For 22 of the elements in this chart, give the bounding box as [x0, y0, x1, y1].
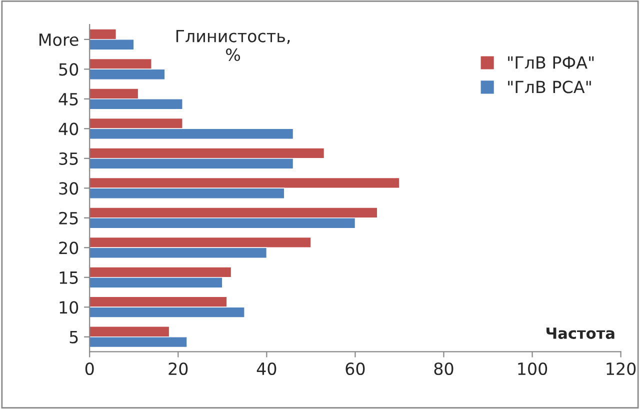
y-tick-label: 50 — [59, 63, 78, 76]
y-tick-label: 25 — [59, 212, 78, 224]
legend-label: "ГлВ РФА" — [508, 56, 594, 69]
legend-label: "ГлВ РСА" — [508, 80, 591, 94]
x-tick-label: 40 — [256, 362, 276, 376]
x-tick-label: 100 — [518, 362, 548, 376]
x-tick-label: 60 — [346, 362, 365, 376]
y-tick-label: 40 — [58, 122, 78, 136]
y-tick-label: 20 — [59, 242, 78, 254]
y-tick-label: 35 — [59, 152, 78, 165]
x-tick-label: 20 — [168, 362, 188, 376]
x-axis-title: Частота — [546, 328, 614, 339]
y-tick-label: 45 — [58, 93, 78, 106]
x-tick-label: 80 — [434, 362, 454, 376]
y-tick-label: More — [40, 34, 78, 46]
x-tick-label: 120 — [606, 362, 636, 376]
text: Глинистость, % — [176, 30, 290, 62]
x-tick-label: 0 — [85, 362, 94, 376]
y-tick-label: 5 — [70, 331, 78, 344]
y-tick-label: 10 — [60, 301, 78, 314]
y-tick-label: 30 — [59, 182, 78, 195]
y-tick-label: 15 — [60, 272, 78, 284]
